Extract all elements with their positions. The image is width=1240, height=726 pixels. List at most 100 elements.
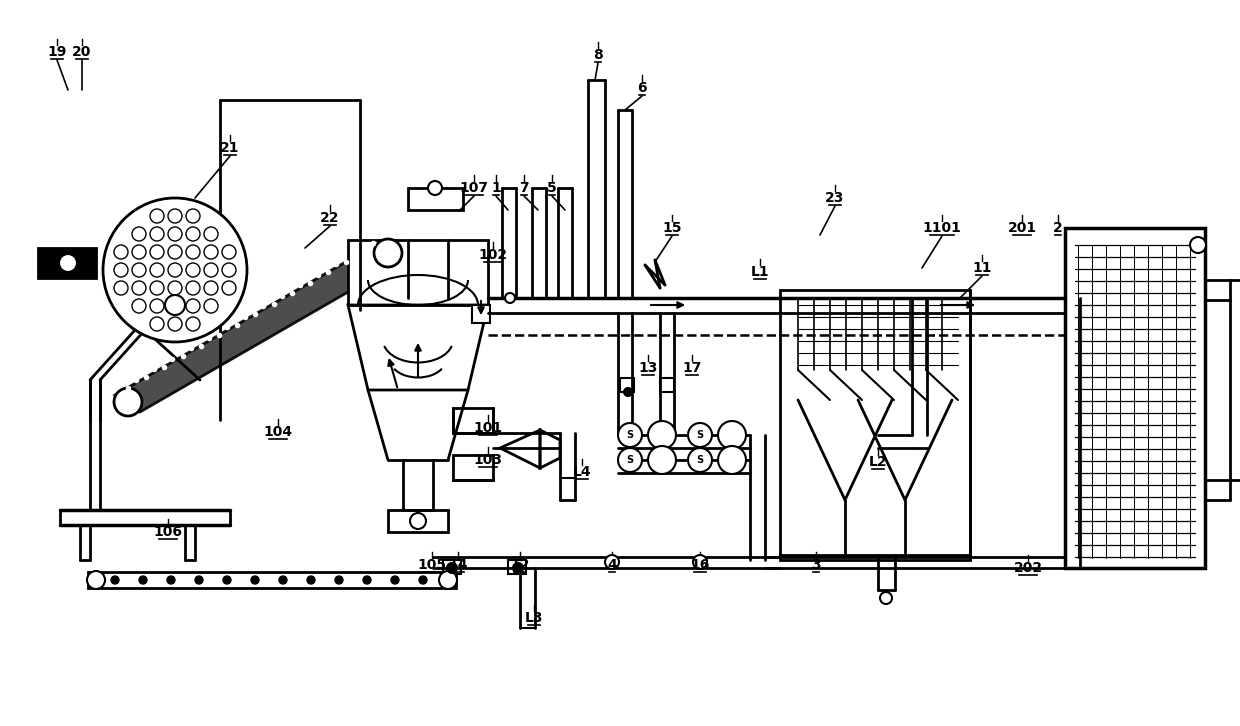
Circle shape (618, 423, 642, 447)
Circle shape (718, 421, 746, 449)
Circle shape (150, 281, 164, 295)
Text: 105: 105 (418, 558, 446, 572)
Text: 2: 2 (1053, 221, 1063, 235)
Circle shape (279, 576, 286, 584)
Text: L1: L1 (750, 265, 769, 279)
Text: 101: 101 (474, 421, 502, 435)
Circle shape (114, 281, 128, 295)
Circle shape (167, 227, 182, 241)
Text: S: S (626, 455, 634, 465)
Circle shape (391, 576, 399, 584)
Bar (388, 510, 448, 532)
Circle shape (205, 263, 218, 277)
Circle shape (165, 295, 185, 315)
Text: S: S (697, 455, 703, 465)
Bar (472, 305, 490, 323)
Text: 107: 107 (460, 181, 489, 195)
Circle shape (114, 245, 128, 259)
Circle shape (114, 263, 128, 277)
Bar (508, 560, 526, 574)
Circle shape (87, 571, 105, 589)
Circle shape (374, 239, 402, 267)
Text: 106: 106 (154, 525, 182, 539)
Circle shape (223, 576, 231, 584)
Text: 103: 103 (474, 453, 502, 467)
Circle shape (167, 281, 182, 295)
Bar (348, 240, 489, 305)
Text: 1101: 1101 (923, 221, 961, 235)
Circle shape (419, 576, 427, 584)
Circle shape (103, 198, 247, 342)
Text: 202: 202 (1013, 561, 1043, 575)
Circle shape (205, 281, 218, 295)
Circle shape (167, 245, 182, 259)
Circle shape (718, 446, 746, 474)
Text: 8: 8 (593, 48, 603, 62)
Circle shape (205, 227, 218, 241)
Circle shape (186, 245, 200, 259)
Text: L2: L2 (869, 455, 888, 469)
Circle shape (112, 576, 119, 584)
Circle shape (205, 245, 218, 259)
Circle shape (167, 209, 182, 223)
Text: 4: 4 (608, 558, 616, 572)
Text: 104: 104 (263, 425, 293, 439)
Text: 14: 14 (448, 558, 467, 572)
Text: 20: 20 (72, 45, 92, 59)
Circle shape (167, 317, 182, 331)
Text: S: S (626, 430, 634, 440)
Circle shape (410, 513, 427, 529)
Circle shape (195, 576, 203, 584)
Text: 6: 6 (637, 81, 647, 95)
Circle shape (131, 263, 146, 277)
Text: 22: 22 (320, 211, 340, 225)
Circle shape (250, 576, 259, 584)
Text: 7: 7 (520, 181, 528, 195)
Circle shape (649, 446, 676, 474)
Circle shape (624, 388, 632, 396)
Circle shape (131, 245, 146, 259)
Circle shape (205, 299, 218, 313)
Circle shape (167, 576, 175, 584)
Circle shape (60, 254, 77, 272)
Circle shape (114, 388, 143, 416)
Circle shape (131, 281, 146, 295)
Circle shape (649, 421, 676, 449)
Circle shape (880, 592, 892, 604)
Circle shape (222, 281, 236, 295)
Circle shape (308, 576, 315, 584)
Circle shape (505, 293, 515, 303)
Circle shape (335, 576, 343, 584)
Circle shape (186, 299, 200, 313)
Circle shape (150, 227, 164, 241)
Circle shape (363, 576, 371, 584)
Circle shape (131, 227, 146, 241)
Text: 3: 3 (811, 558, 821, 572)
Bar (453, 408, 494, 433)
Circle shape (688, 423, 712, 447)
Text: L4: L4 (573, 465, 591, 479)
Text: 15: 15 (662, 221, 682, 235)
Bar (453, 455, 494, 480)
Text: 12: 12 (510, 558, 529, 572)
Circle shape (150, 209, 164, 223)
Bar (660, 378, 675, 392)
Text: 201: 201 (1007, 221, 1037, 235)
Circle shape (186, 209, 200, 223)
Circle shape (1190, 237, 1207, 253)
Circle shape (186, 317, 200, 331)
Circle shape (186, 281, 200, 295)
Circle shape (131, 299, 146, 313)
Circle shape (222, 245, 236, 259)
Text: 17: 17 (682, 361, 702, 375)
Circle shape (150, 299, 164, 313)
Text: 16: 16 (691, 558, 709, 572)
Bar (88, 572, 456, 588)
Text: 23: 23 (826, 191, 844, 205)
Circle shape (693, 555, 707, 569)
Circle shape (618, 448, 642, 472)
Bar (780, 290, 970, 560)
Circle shape (167, 263, 182, 277)
Circle shape (150, 317, 164, 331)
Circle shape (139, 576, 148, 584)
